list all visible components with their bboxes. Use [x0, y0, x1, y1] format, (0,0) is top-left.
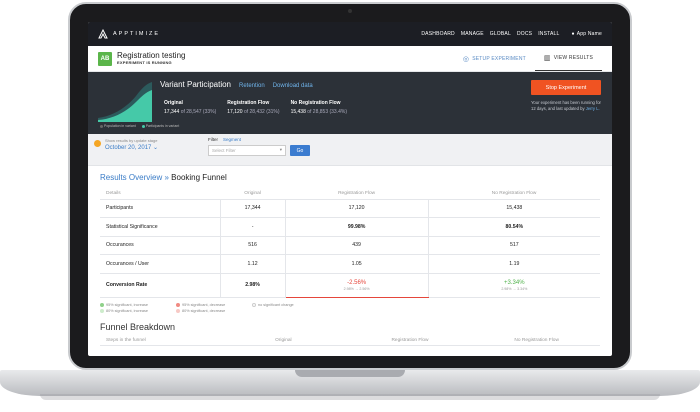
conversion-reg-delta: -2.56%	[347, 279, 367, 286]
filter-bar: Show results by update stage October 20,…	[88, 134, 612, 166]
legend-participants: Participants in variant	[141, 124, 179, 128]
target-icon: ◎	[462, 55, 470, 63]
retention-link[interactable]: Retention	[239, 83, 265, 89]
col-registration-flow: Registration Flow	[285, 188, 429, 200]
top-nav: APPTIMIZE DASHBOARD MANAGE GLOBAL DOCS I…	[88, 22, 612, 46]
tab-setup-label: SETUP EXPERIMENT	[472, 55, 526, 62]
stop-experiment-button[interactable]: Stop Experiment	[531, 80, 601, 95]
nav-install[interactable]: INSTALL	[538, 31, 560, 37]
tab-setup-experiment[interactable]: ◎ SETUP EXPERIMENT	[454, 46, 535, 71]
table-row: Occurances 516 439 517	[100, 236, 600, 255]
funnel-breakdown-title: Funnel Breakdown	[100, 321, 176, 332]
participation-area-chart	[98, 82, 152, 122]
date-label: Show results by update stage	[105, 138, 158, 143]
funnel-table-header: Steps in the funnel Original Registratio…	[100, 338, 600, 346]
date-value: October 20, 2017	[105, 145, 152, 151]
app-name: App Name	[576, 31, 602, 37]
banner-heading: Variant Participation	[160, 80, 231, 89]
nav-docs[interactable]: DOCS	[516, 31, 533, 37]
nav-global[interactable]: GLOBAL	[489, 31, 511, 37]
experiment-badge: AB	[98, 51, 112, 66]
app-screen: APPTIMIZE DASHBOARD MANAGE GLOBAL DOCS I…	[88, 22, 612, 356]
col-original: Original	[220, 188, 286, 200]
table-row: Participants 17,344 17,120 15,438	[100, 199, 600, 218]
camera-dot	[348, 9, 352, 13]
results-breadcrumb: Results Overview » Booking Funnel	[100, 173, 227, 182]
apple-icon: ●	[571, 31, 575, 37]
clock-icon	[94, 140, 101, 147]
app-selector[interactable]: ● App Name	[572, 31, 602, 37]
download-data-link[interactable]: Download data	[272, 83, 313, 89]
experiment-note: Your experiment has been running for 12 …	[531, 100, 601, 111]
laptop-base	[0, 370, 700, 400]
legend-population: Population in variant	[100, 124, 136, 128]
brand-name: APPTIMIZE	[113, 31, 161, 37]
col-details: Details	[100, 188, 220, 200]
brand-logo[interactable]: APPTIMIZE	[98, 29, 160, 39]
results-overview-link[interactable]: Results Overview	[100, 173, 163, 182]
col-no-registration-flow: No Registration Flow	[428, 188, 600, 200]
stat-no-registration-flow: No Registration Flow 15,438 of 28,853 (3…	[290, 100, 347, 115]
updated-by-link[interactable]: Jerry L.	[585, 105, 600, 111]
current-funnel: Booking Funnel	[171, 173, 227, 182]
nav-manage[interactable]: MANAGE	[460, 31, 484, 37]
apptimize-logo-icon	[98, 29, 108, 39]
go-button[interactable]: Go	[290, 145, 310, 156]
significance-legend: 95% significant, increase 95% significan…	[100, 302, 330, 313]
nav-dashboard[interactable]: DASHBOARD	[421, 31, 455, 37]
tab-filter[interactable]: Filter	[208, 137, 218, 142]
tab-segment[interactable]: Segment	[223, 137, 242, 142]
experiment-header: AB Registration testing EXPERIMENT IS RU…	[88, 46, 612, 72]
conversion-noreg-delta: +3.34%	[504, 279, 525, 286]
experiment-title: Registration testing	[117, 51, 186, 61]
stat-original: Original 17,344 of 28,547 (33%)	[164, 100, 217, 115]
table-row: Statistical Significance -99.98% 80.54%	[100, 217, 600, 237]
date-selector[interactable]: Show results by update stage October 20,…	[94, 138, 158, 151]
conversion-row: Conversion Rate 2.98% -2.56% 2.98% → 2.56…	[100, 273, 600, 298]
table-row: Occurances / User 1.12 1.05 1.19	[100, 254, 600, 274]
stat-registration-flow: Registration Flow 17,120 of 28,432 (31%)	[227, 100, 280, 115]
results-section: Results Overview » Booking Funnel Detail…	[88, 166, 612, 353]
bar-chart-icon: ▥	[543, 55, 551, 62]
results-table: Details Original Registration Flow No Re…	[100, 188, 600, 298]
chevron-down-icon: ⌄	[153, 145, 159, 151]
experiment-status: EXPERIMENT IS RUNNING	[117, 59, 172, 65]
tab-view-results[interactable]: ▥ VIEW RESULTS	[534, 46, 602, 71]
participation-banner: Population in variant Participants in va…	[88, 72, 612, 134]
filter-select[interactable]: Select Filter	[208, 145, 286, 156]
tab-results-label: VIEW RESULTS	[553, 55, 593, 61]
